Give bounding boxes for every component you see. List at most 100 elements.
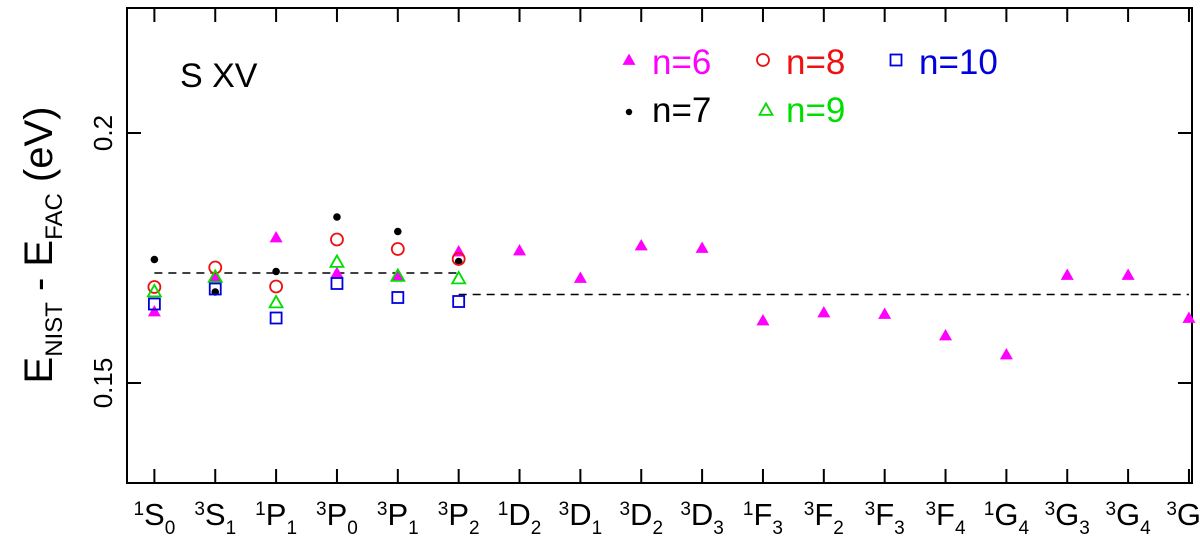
x-tick-label: 1D2 (498, 497, 542, 539)
legend-marker (889, 53, 903, 67)
x-tick-label-base: F (875, 497, 894, 532)
data-point (207, 268, 224, 283)
y-tick-label: 0.15 (88, 358, 118, 409)
x-tick-label: 3P0 (316, 497, 358, 539)
data-point (756, 314, 770, 326)
legend-entry: n=10 (889, 43, 998, 82)
x-tick-label-sub: 2 (531, 518, 542, 539)
x-tick-label-sup: 1 (498, 499, 509, 520)
data-point (208, 282, 222, 296)
x-tick-label-sub: 1 (286, 518, 297, 539)
data-point (147, 280, 162, 294)
data-point (451, 252, 466, 266)
x-tick-label-sup: 1 (255, 499, 266, 520)
x-tick-label-sub: 4 (1140, 518, 1151, 539)
data-point (394, 227, 402, 236)
x-tick-label-sub: 0 (347, 518, 358, 539)
series-n-9 (146, 253, 467, 309)
plot-frame (126, 7, 1193, 484)
data-point (330, 277, 344, 290)
legend-marker (757, 101, 775, 116)
data-point (147, 297, 161, 311)
x-tick-label-sup: 3 (559, 499, 570, 520)
data-point (999, 348, 1013, 360)
y-axis: 0.15 0.2 (88, 115, 1192, 408)
data-point (328, 253, 346, 268)
x-tick-label-base: G (1055, 497, 1079, 532)
x-tick-label-sub: 3 (894, 518, 905, 539)
series-n-6 (147, 231, 1196, 360)
legend-entry: n=8 (756, 43, 845, 82)
x-tick-label-sub: 2 (833, 518, 844, 539)
legend-label: n=6 (652, 43, 711, 82)
legend-entry: n=9 (757, 91, 845, 130)
x-tick-label-sup: 3 (1045, 499, 1056, 520)
data-point (452, 295, 466, 308)
x-tick-label-sub: 2 (652, 518, 663, 539)
x-tick-label: 3F3 (865, 497, 905, 539)
y-axis-title: ENIST - EFAC (eV) (17, 107, 68, 384)
data-point (573, 271, 587, 283)
data-point (269, 311, 283, 325)
x-tick-label: 3D2 (619, 497, 663, 539)
x-tick-label-base: D (691, 497, 713, 532)
legend-entry: n=7 (625, 91, 711, 130)
y-title-mid: - E (17, 240, 61, 302)
y-title-sub: NIST (41, 302, 68, 357)
x-tick-label: 3D1 (559, 497, 603, 539)
reference-lines (154, 272, 1189, 296)
x-tick-label-sub: 1 (408, 518, 419, 539)
legend-label: n=8 (786, 43, 845, 82)
legend: n=6 n=8 n=10 n=7 n=9 (622, 43, 998, 130)
data-point (450, 270, 467, 285)
data-point (150, 255, 159, 264)
data-point (268, 294, 285, 309)
x-tick-label: 3G3 (1045, 497, 1090, 539)
x-tick-label-base: P (327, 497, 348, 532)
x-tick-label-sub: 3 (713, 518, 724, 539)
x-tick-label-base: P (387, 497, 408, 532)
data-points (146, 213, 1196, 360)
x-tick-label-sup: 1 (133, 499, 144, 520)
x-tick-label-base: G (1116, 497, 1140, 532)
legend-entry: n=6 (622, 43, 711, 82)
data-point (695, 241, 709, 253)
legend-label: n=10 (919, 43, 998, 82)
x-tick-label-base: F (936, 497, 955, 532)
data-point (147, 305, 161, 317)
x-tick-label: 3P2 (438, 497, 480, 539)
data-point (146, 283, 163, 298)
y-title-unit: (eV) (17, 107, 61, 194)
x-tick-label-sup: 3 (804, 499, 815, 520)
data-point (333, 213, 341, 221)
data-point (513, 244, 527, 256)
x-axis: 1S03S11P13P03P13P21D23D13D23D31F33F23F33… (133, 8, 1200, 539)
x-tick-label-sub: 4 (1018, 518, 1029, 539)
data-point (634, 239, 648, 251)
x-tick-label-sup: 1 (743, 499, 754, 520)
legend-marker (622, 53, 636, 65)
x-tick-label-sup: 3 (1105, 499, 1116, 520)
x-tick-label-base: D (569, 497, 591, 532)
data-point (208, 260, 223, 275)
data-point (391, 269, 405, 281)
x-tick-label-base: P (448, 497, 469, 532)
x-tick-label-sup: 3 (680, 499, 691, 520)
data-point (208, 270, 222, 282)
x-tick-label-base: G (1177, 497, 1200, 532)
x-tick-label: 3F4 (925, 497, 966, 539)
legend-marker (625, 108, 633, 116)
x-tick-label-sub: 1 (226, 518, 237, 539)
x-tick-label: 3F2 (804, 497, 844, 539)
data-point (390, 242, 405, 256)
x-tick-label-sub: 0 (165, 518, 176, 539)
data-point (330, 232, 344, 247)
x-tick-label-sup: 3 (1166, 499, 1177, 520)
x-tick-label-sub: 3 (1079, 518, 1090, 539)
data-point (1060, 268, 1074, 280)
x-tick-label-base: P (266, 497, 287, 532)
x-tick-label-sub: 1 (592, 518, 603, 539)
x-tick-label: 1P1 (255, 497, 297, 539)
x-tick-label-sub: 3 (772, 518, 783, 539)
